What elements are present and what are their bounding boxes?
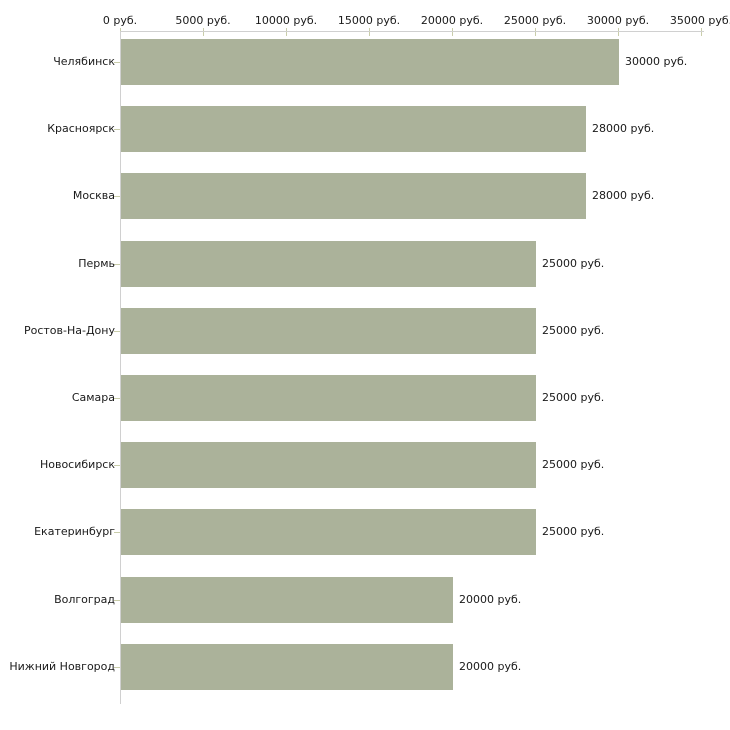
bar bbox=[121, 106, 586, 152]
category-label: Ростов-На-Дону bbox=[23, 324, 115, 337]
y-tick bbox=[114, 398, 120, 399]
value-label: 25000 руб. bbox=[542, 458, 605, 471]
y-tick bbox=[114, 62, 120, 63]
category-label: Новосибирск bbox=[39, 458, 115, 471]
x-tick-label: 30000 руб. bbox=[586, 14, 650, 27]
value-label: 25000 руб. bbox=[542, 257, 605, 270]
y-tick bbox=[114, 532, 120, 533]
bar bbox=[121, 308, 536, 354]
bar bbox=[121, 442, 536, 488]
x-tick bbox=[203, 28, 204, 36]
category-label: Нижний Новгород bbox=[9, 660, 115, 673]
y-tick bbox=[114, 196, 120, 197]
bar bbox=[121, 241, 536, 287]
y-tick bbox=[114, 667, 120, 668]
category-label: Челябинск bbox=[53, 55, 115, 68]
value-label: 25000 руб. bbox=[542, 525, 605, 538]
value-label: 28000 руб. bbox=[592, 122, 655, 135]
bar bbox=[121, 509, 536, 555]
category-label: Москва bbox=[72, 189, 115, 202]
y-tick bbox=[114, 331, 120, 332]
category-label: Волгоград bbox=[54, 593, 115, 606]
x-tick-label: 10000 руб. bbox=[254, 14, 318, 27]
x-tick-label: 15000 руб. bbox=[337, 14, 401, 27]
bar bbox=[121, 375, 536, 421]
x-tick bbox=[369, 28, 370, 36]
bar bbox=[121, 39, 619, 85]
bar bbox=[121, 644, 453, 690]
x-tick-label: 35000 руб. bbox=[669, 14, 730, 27]
value-label: 30000 руб. bbox=[625, 55, 688, 68]
value-label: 20000 руб. bbox=[459, 593, 522, 606]
x-tick-label: 25000 руб. bbox=[503, 14, 567, 27]
x-tick bbox=[286, 28, 287, 36]
x-tick bbox=[452, 28, 453, 36]
value-label: 28000 руб. bbox=[592, 189, 655, 202]
value-label: 25000 руб. bbox=[542, 391, 605, 404]
y-tick bbox=[114, 600, 120, 601]
x-tick-label: 0 руб. bbox=[102, 14, 138, 27]
x-tick bbox=[618, 28, 619, 36]
category-label: Екатеринбург bbox=[34, 525, 115, 538]
y-axis-line bbox=[120, 31, 121, 704]
category-label: Самара bbox=[71, 391, 115, 404]
x-tick bbox=[701, 28, 702, 36]
bar bbox=[121, 577, 453, 623]
category-label: Пермь bbox=[78, 257, 115, 270]
category-label: Красноярск bbox=[47, 122, 115, 135]
x-tick bbox=[535, 28, 536, 36]
y-tick bbox=[114, 264, 120, 265]
value-label: 20000 руб. bbox=[459, 660, 522, 673]
x-tick-label: 5000 руб. bbox=[175, 14, 231, 27]
y-tick bbox=[114, 129, 120, 130]
bar bbox=[121, 173, 586, 219]
x-axis-line bbox=[120, 31, 704, 32]
value-label: 25000 руб. bbox=[542, 324, 605, 337]
x-tick-label: 20000 руб. bbox=[420, 14, 484, 27]
y-tick bbox=[114, 465, 120, 466]
